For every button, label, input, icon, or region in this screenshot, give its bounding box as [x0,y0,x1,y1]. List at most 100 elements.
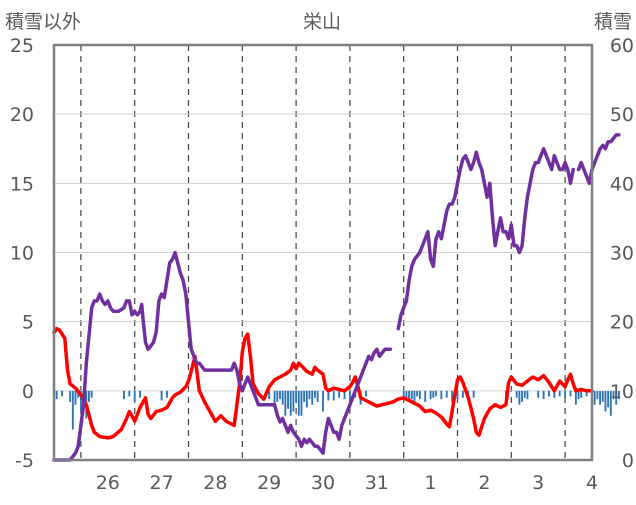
x-tick-label: 29 [257,472,281,494]
snow-depth-line [396,147,575,331]
precipitation-bar [435,390,437,397]
precipitation-bar [472,390,475,398]
precipitation-bar [281,390,284,405]
precipitation-bar [577,390,580,400]
precipitation-bar [273,390,276,408]
precipitation-bar [122,390,125,400]
precipitation-bar [553,390,556,398]
precipitation-bar [268,390,271,400]
precipitation-bar [305,390,308,408]
precipitation-bar [128,390,131,397]
precipitation-bar [521,390,524,402]
precipitation-bar [416,390,419,397]
precipitation-bar [617,390,620,400]
precipitation-bar [564,390,567,398]
x-tick-label: 31 [365,472,389,494]
right-tick-label: 10 [610,381,634,403]
precipitation-bar [311,390,314,405]
precipitation-bar [607,390,610,408]
x-tick-label: 28 [203,472,227,494]
precipitation-bar [580,390,583,398]
precipitation-bar [338,390,341,398]
precipitation-bar [515,390,518,398]
precipitation-bar [55,390,58,400]
precipitation-bars [55,390,620,430]
precipitation-bar [418,390,421,400]
precipitation-bar [432,390,435,398]
left-tick-label: -5 [15,450,34,472]
precipitation-bar [596,390,599,400]
precipitation-bar [90,390,93,398]
plot-frame [52,43,594,462]
precipitation-bar [585,390,588,397]
snow-depth-line [576,133,621,186]
precipitation-bar [542,390,545,400]
precipitation-bar [313,390,316,398]
precipitation-bar [548,390,550,397]
x-tick-label: 3 [532,472,544,494]
precipitation-bar [74,390,77,405]
precipitation-bar [615,390,618,405]
right-tick-label: 30 [610,243,634,265]
precipitation-bar [139,390,142,398]
precipitation-bar [408,390,411,402]
x-tick-label: 26 [96,472,120,494]
left-axis-title: 積雪以外 [5,11,81,33]
precipitation-bar [569,390,572,397]
precipitation-bar [297,390,300,416]
precipitation-bar [71,390,74,430]
precipitation-bar [287,390,289,409]
precipitation-bar [327,390,330,401]
left-tick-label: 10 [10,243,34,265]
precipitation-bar [79,390,82,412]
left-tick-label: 0 [22,381,34,403]
precipitation-bar [322,390,324,412]
precipitation-bar [523,390,526,398]
precipitation-bar [88,390,90,402]
precipitation-bar [601,390,604,402]
precipitation-bar [365,390,367,397]
x-tick-label: 2 [478,472,490,494]
precipitation-bar [295,390,298,402]
precipitation-bar [303,390,306,402]
right-tick-label: 60 [610,35,634,57]
precipitation-bar [609,390,612,416]
precipitation-bar [440,390,443,400]
series-lines [52,133,621,462]
right-tick-label: 50 [610,104,634,126]
x-tick-label: 1 [425,472,437,494]
precipitation-bar [451,390,454,402]
left-tick-label: 5 [22,312,34,334]
precipitation-bar [61,390,64,397]
precipitation-bar [526,390,529,400]
precipitation-bar [276,390,279,402]
precipitation-bar [413,390,416,404]
precipitation-bar [604,390,607,412]
left-tick-label: 20 [10,104,34,126]
precipitation-bar [279,390,281,400]
precipitation-bar [599,390,602,405]
left-tick-label: 25 [10,35,34,57]
precipitation-bar [405,390,408,398]
precipitation-bar [593,390,596,405]
precipitation-bar [160,390,163,401]
precipitation-bar [518,390,521,405]
precipitation-bar [284,390,287,416]
precipitation-bar [574,390,577,405]
precipitation-bar [410,390,413,400]
x-tick-label: 30 [311,472,335,494]
precipitation-bar [332,390,335,401]
right-tick-label: 20 [610,312,634,334]
precipitation-bar [316,390,319,402]
x-tick-label: 27 [150,472,174,494]
right-tick-label: 40 [610,173,634,195]
precipitation-bar [612,390,615,400]
right-axis-title: 積雪 [594,11,632,33]
precipitation-bar [424,390,427,402]
precipitation-bar [456,390,459,400]
snow-depth-line [52,250,393,462]
precipitation-bar [300,390,303,416]
